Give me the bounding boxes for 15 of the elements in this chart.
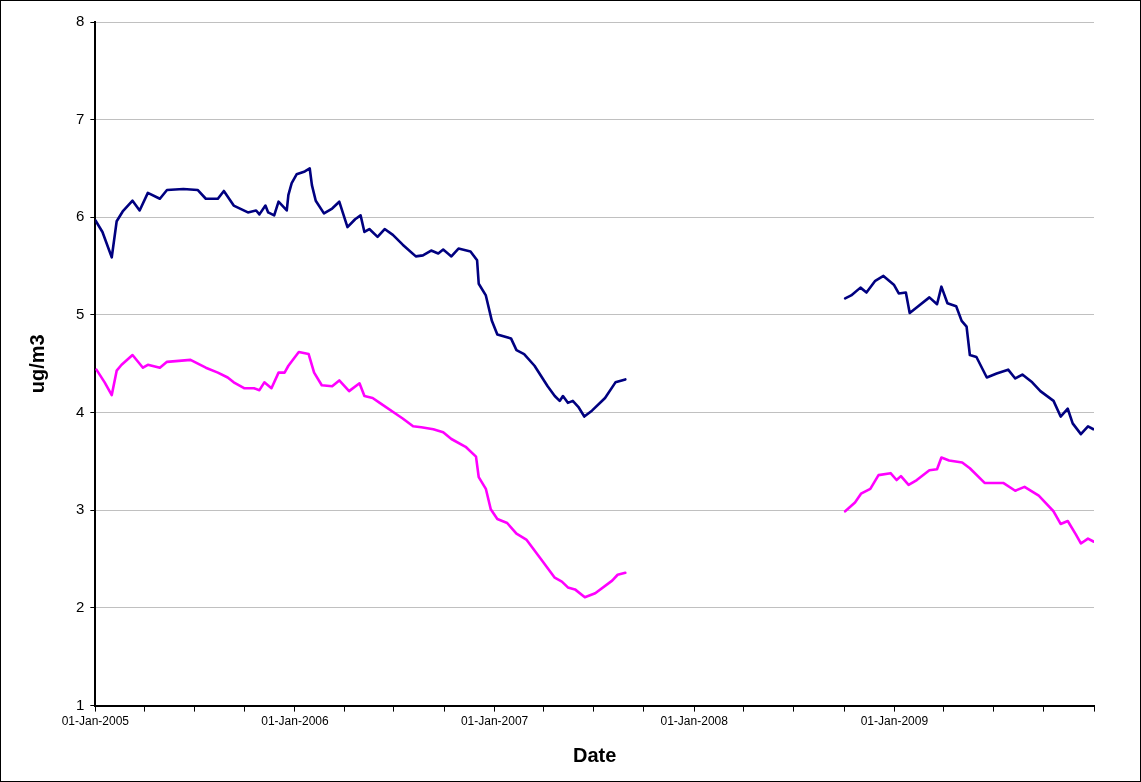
y-tick-label: 2 — [76, 598, 85, 616]
x-tick-label: 01-Jan-2008 — [660, 714, 729, 729]
x-tick-label: 01-Jan-2009 — [860, 714, 929, 729]
y-tick-label: 5 — [76, 305, 85, 323]
y-tick-label: 1 — [76, 695, 85, 713]
y-tick-label: 8 — [76, 12, 85, 30]
y-axis-title: ug/m3 — [25, 334, 48, 394]
x-tick-label: 01-Jan-2007 — [460, 714, 529, 729]
y-tick-label: 6 — [76, 207, 85, 225]
y-tick-label: 7 — [76, 109, 85, 127]
x-tick-label: 01-Jan-2006 — [261, 714, 329, 729]
y-tick-label: 4 — [76, 402, 85, 420]
x-axis-title: Date — [572, 743, 617, 766]
x-tick-label: 01-Jan-2005 — [61, 714, 130, 729]
y-tick-label: 3 — [76, 500, 85, 518]
